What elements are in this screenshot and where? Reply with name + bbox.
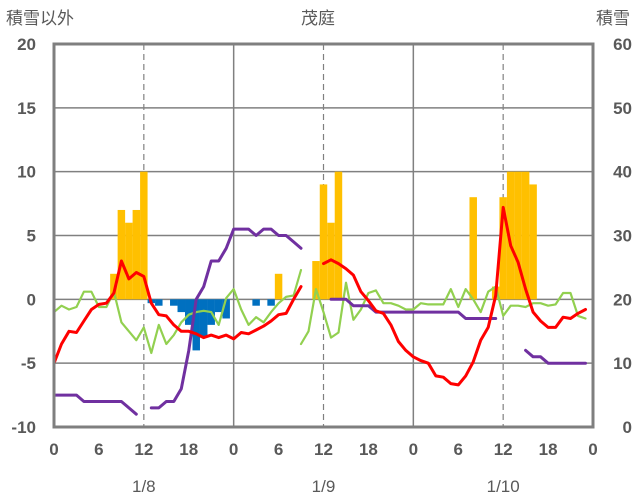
- left-tick-label: -5: [21, 354, 36, 373]
- date-label: 1/10: [487, 477, 520, 496]
- date-label: 1/9: [312, 477, 336, 496]
- right-tick-label: 60: [613, 35, 632, 54]
- temperature-line: [52, 259, 303, 365]
- right-tick-label: 20: [613, 290, 632, 309]
- precip-bar: [140, 171, 148, 300]
- x-tick-label: 0: [49, 440, 58, 459]
- precip-bar: [521, 171, 530, 300]
- left-tick-label: 0: [27, 290, 36, 309]
- right-tick-label: 30: [613, 227, 632, 246]
- x-tick-label: 18: [179, 440, 198, 459]
- left-tick-label: 20: [17, 35, 36, 54]
- x-tick-label: 0: [588, 440, 597, 459]
- precip-bar: [529, 184, 537, 300]
- right-tick-label: 0: [623, 418, 632, 437]
- sunshine-bar: [185, 299, 193, 325]
- snow_depth-line: [52, 393, 138, 416]
- right-axis-label: 積雪: [596, 9, 630, 29]
- x-tick-label: 18: [359, 440, 378, 459]
- snow_depth-line: [524, 348, 587, 365]
- precip-bar: [514, 171, 522, 300]
- left-tick-label: 15: [17, 99, 36, 118]
- precip-bar: [117, 209, 126, 300]
- x-tick-label: 12: [314, 440, 333, 459]
- snow_depth-line: [149, 227, 303, 410]
- left-tick-label: -10: [11, 418, 36, 437]
- wind-line: [299, 281, 587, 346]
- x-tick-label: 6: [94, 440, 103, 459]
- left-tick-label: 10: [17, 163, 36, 182]
- x-tick-label: 0: [409, 440, 418, 459]
- sunshine-bar: [192, 299, 200, 351]
- date-label: 1/8: [132, 477, 156, 496]
- precip-bar: [469, 197, 477, 300]
- precip-bar: [312, 261, 320, 300]
- temperature-line: [322, 205, 587, 387]
- precip-bar: [274, 273, 283, 300]
- precip-bar: [319, 184, 328, 300]
- precip-bar: [125, 222, 133, 300]
- sunshine-bar: [170, 299, 178, 306]
- sunshine-bar: [214, 299, 223, 313]
- precip-bar: [506, 171, 515, 300]
- precip-bar: [334, 171, 343, 300]
- left-tick-label: 5: [27, 227, 36, 246]
- sunshine-bar: [177, 299, 186, 313]
- sunshine-bar: [267, 299, 275, 306]
- x-tick-label: 6: [274, 440, 283, 459]
- plot-border: [52, 42, 595, 429]
- snow_depth-line: [329, 297, 498, 320]
- left-axis-label: 積雪以外: [6, 9, 74, 29]
- sunshine-bar: [222, 299, 230, 319]
- right-tick-label: 10: [613, 354, 632, 373]
- x-tick-label: 0: [229, 440, 238, 459]
- x-tick-label: 12: [494, 440, 513, 459]
- sunshine-bar: [199, 299, 208, 338]
- sunshine-bar: [155, 299, 163, 306]
- precip-bar: [499, 197, 507, 300]
- x-tick-label: 12: [134, 440, 153, 459]
- chart-title: 茂庭: [301, 9, 335, 29]
- sunshine-bar: [252, 299, 260, 306]
- right-tick-label: 50: [613, 99, 632, 118]
- precip-bar: [132, 209, 141, 300]
- x-tick-label: 18: [539, 440, 558, 459]
- series-lines: [52, 205, 587, 416]
- right-tick-label: 40: [613, 163, 632, 182]
- x-tick-label: 6: [454, 440, 463, 459]
